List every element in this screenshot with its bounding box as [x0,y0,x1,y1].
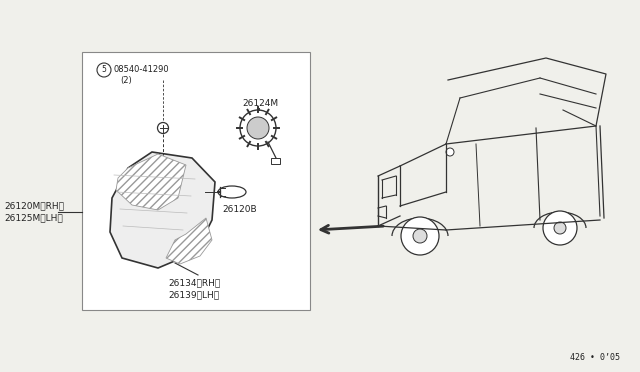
Polygon shape [166,218,212,264]
Text: 26120M＜RH＞: 26120M＜RH＞ [4,202,64,211]
Ellipse shape [218,186,246,198]
Circle shape [554,222,566,234]
Circle shape [247,117,269,139]
Text: 26134＜RH＞: 26134＜RH＞ [168,279,220,288]
Circle shape [240,110,276,146]
Circle shape [401,217,439,255]
Circle shape [97,63,111,77]
Circle shape [413,229,427,243]
Polygon shape [116,154,186,210]
Circle shape [446,148,454,156]
Bar [82,52,310,310]
Text: 26120B: 26120B [222,205,257,215]
FancyArrowPatch shape [321,225,383,233]
Text: 08540-41290: 08540-41290 [114,64,170,74]
Text: (2): (2) [120,76,132,84]
Text: 26125M＜LH＞: 26125M＜LH＞ [4,214,63,222]
Text: 26139＜LH＞: 26139＜LH＞ [168,291,219,299]
Text: 426 • 0’05: 426 • 0’05 [570,353,620,362]
Polygon shape [110,152,215,268]
Text: 26124M: 26124M [242,99,278,109]
Circle shape [157,122,168,134]
Bar [271,158,280,164]
Text: 5: 5 [102,65,106,74]
Circle shape [543,211,577,245]
